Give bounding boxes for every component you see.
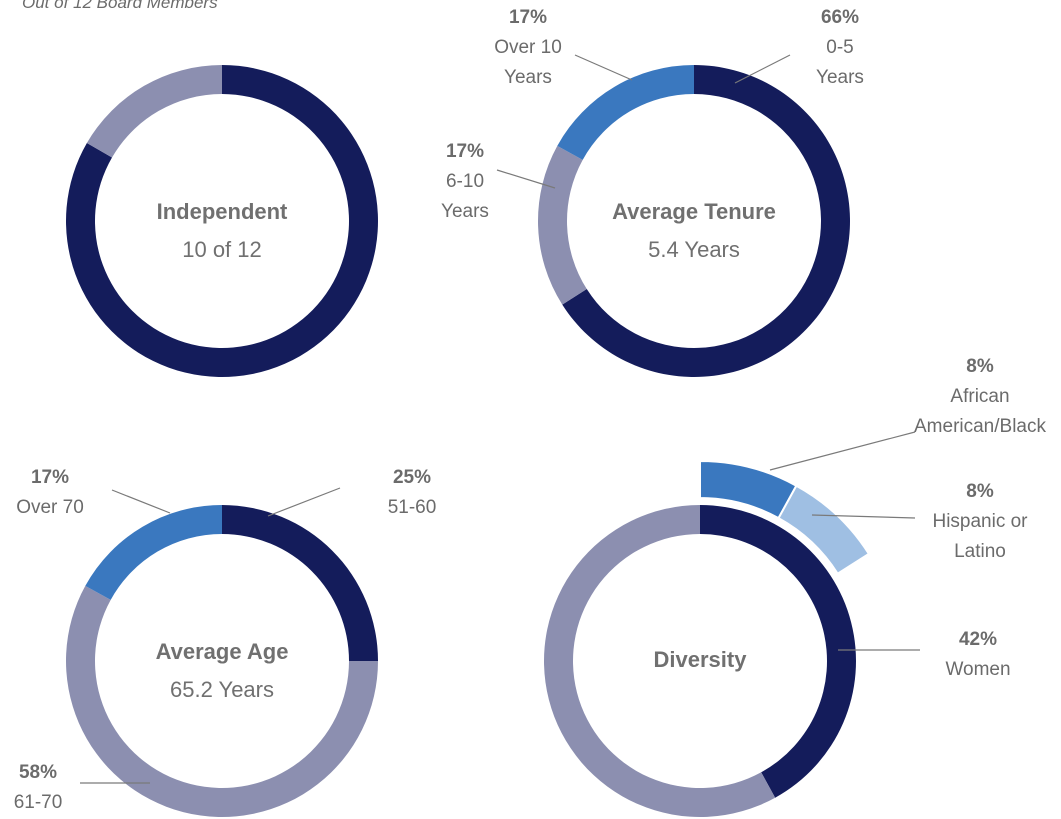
data-label: 8% Hispanic or Latino [930, 477, 1030, 567]
leader-line [267, 487, 341, 517]
category-label: African American/Black [914, 386, 1046, 437]
donut-segment [557, 65, 694, 160]
value-label: 42% [958, 629, 998, 650]
value-label: 17% [508, 7, 548, 28]
leader-line [111, 489, 171, 514]
data-label: 17% 6-10 Years [430, 137, 500, 227]
category-label: Over 10 Years [494, 37, 562, 88]
subtitle: Out of 12 Board Members [22, 0, 218, 12]
data-label: 66% 0-5 Years [800, 3, 880, 93]
data-label: 25% 51-60 [367, 463, 457, 523]
donut-segment [222, 505, 378, 661]
value-label: 17% [445, 141, 485, 162]
data-label: 17% Over 10 Years [483, 3, 573, 93]
category-label: 51-60 [387, 497, 437, 518]
leader-line [734, 54, 791, 84]
data-label: 42% Women [928, 625, 1028, 685]
category-label: 61-70 [13, 792, 63, 813]
value-label: 58% [18, 762, 58, 783]
value-label: 17% [30, 467, 70, 488]
center-title: Diversity [654, 647, 748, 672]
category-label: Over 70 [16, 497, 84, 518]
donut-segment [86, 65, 222, 158]
value-label: 66% [820, 7, 860, 28]
leader-line [811, 514, 916, 519]
donut-segment [537, 145, 587, 305]
donut-segment [85, 504, 222, 600]
center-title: Average Tenure [612, 199, 776, 224]
data-label: 17% Over 70 [0, 463, 100, 523]
category-label: Hispanic or Latino [932, 511, 1028, 562]
category-label: 6-10 Years [441, 171, 489, 222]
category-label: 0-5 Years [816, 37, 864, 88]
center-value: 10 of 12 [182, 237, 262, 262]
donut-segment [66, 585, 378, 817]
donut-segment [544, 505, 776, 818]
center-title: Independent [157, 199, 288, 224]
data-label: 58% 61-70 [3, 758, 73, 818]
category-label: Women [945, 659, 1011, 680]
value-label: 8% [966, 356, 994, 377]
outer-segment [777, 484, 871, 576]
data-label: 8% African American/Black [895, 352, 1061, 442]
center-value: 5.4 Years [648, 237, 740, 262]
value-label: 25% [392, 467, 432, 488]
center-value: 65.2 Years [170, 677, 274, 702]
leader-line [574, 54, 633, 81]
leader-line [496, 169, 556, 189]
value-label: 8% [966, 481, 994, 502]
leader-line [769, 431, 916, 471]
center-title: Average Age [156, 639, 289, 664]
donut-segment [700, 505, 857, 798]
